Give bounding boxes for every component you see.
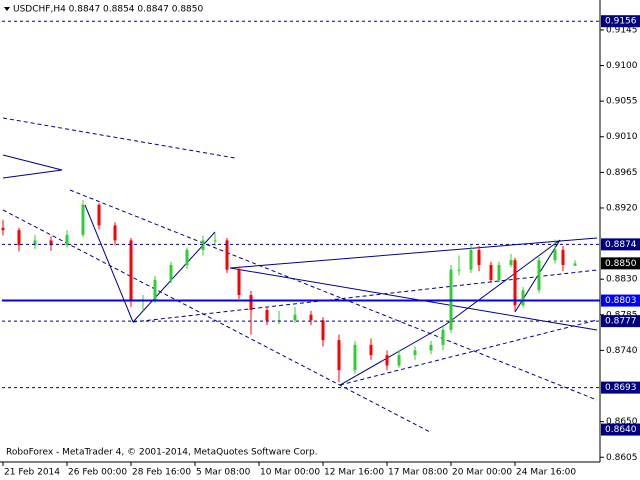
candle-body [97,204,101,226]
candle-body [497,264,501,280]
y-tick-label: 0.8740 [606,346,638,356]
trend-line [444,239,561,326]
y-tick-label: 0.8965 [606,168,638,178]
x-tick-label: 20 Mar 00:00 [452,468,512,478]
candle-body [521,290,525,306]
candle-body [33,240,37,246]
candle-body [513,260,517,306]
candle-body [353,344,357,371]
candle-body [249,295,253,311]
y-tick-label: 0.8650 [606,417,638,427]
price-level-label: 0.8693 [605,383,637,393]
y-tick-label: 0.8920 [606,203,638,213]
y-tick-label: 0.9055 [606,97,638,107]
y-tick-label: 0.8605 [606,453,638,463]
x-tick-label: 5 Mar 08:00 [196,468,251,478]
price-level-label: 0.8803 [605,296,637,306]
candle-body [113,225,117,241]
analysis-lines [2,117,598,433]
candle-body [49,240,53,246]
chart-title: USDCHF,H4 0.8847 0.8854 0.8847 0.8850 [13,5,203,15]
candle-body [537,260,541,291]
candle-body [169,264,173,280]
channel-line [339,319,598,386]
candle-body [385,355,389,366]
candle-body [573,263,577,266]
candle-body [213,240,217,242]
trend-line [2,154,63,179]
candle-body [225,240,229,270]
candle-body [429,344,433,351]
candle-body [129,240,133,300]
candle-body [65,234,69,246]
bid-label: 0.8850 [605,259,637,269]
price-level-label: 0.9156 [605,17,637,27]
trend-line [229,237,598,269]
channel-line [69,189,598,401]
x-tick-label: 24 Mar 16:00 [516,468,576,478]
bid-box [601,257,640,270]
price-level-box [601,238,640,251]
channel-line [2,117,236,159]
candle-body [509,260,513,265]
y-tick-label: 0.9010 [606,132,638,142]
candle-body [293,314,297,321]
candle-body [185,249,189,265]
candle-body [369,344,373,356]
price-level-label: 0.8640 [605,425,637,435]
x-tick-label: 10 Mar 00:00 [260,468,320,478]
candle-body [81,204,85,235]
y-tick-label: 0.9145 [606,25,638,35]
channel-line [132,269,598,323]
candle-body [17,230,21,246]
candle-body [469,249,473,270]
candle-body [265,310,269,321]
x-tick-label: 28 Feb 16:00 [132,468,191,478]
candle-body [201,240,205,250]
symbol-arrow [4,7,10,11]
x-tick-label: 26 Feb 00:00 [68,468,127,478]
candle-body [457,269,461,271]
candle-body [397,355,401,366]
y-tick-label: 0.8830 [606,275,638,285]
x-tick-label: 12 Mar 16:00 [324,468,384,478]
candle-body [553,249,557,261]
price-level-box [601,381,640,394]
x-tick-label: 21 Feb 2014 [4,468,60,478]
candle-body [1,227,5,231]
price-level-box [601,294,640,307]
trend-line [132,231,216,323]
candle-body [489,264,493,280]
candle-body [309,314,313,321]
trend-line [84,204,134,323]
channel-line [2,209,431,433]
candle-body [321,320,325,341]
candle-body [561,249,565,265]
candle-body [337,340,341,371]
candle-body [237,269,241,296]
candle-body [413,350,417,356]
copyright: RoboForex - MetaTrader 4, © 2001-2014, M… [6,448,318,458]
y-tick-label: 0.9100 [606,61,638,71]
trend-line [339,324,446,386]
candle-body [441,329,445,345]
price-level-label: 0.8874 [605,240,637,250]
candle-body [153,279,157,300]
x-tick-label: 17 Mar 08:00 [388,468,448,478]
price-level-box [601,315,640,328]
candle-body [477,249,481,265]
price-level-label: 0.8777 [605,317,637,327]
price-level-box [601,15,640,28]
price-level-box [601,423,640,436]
